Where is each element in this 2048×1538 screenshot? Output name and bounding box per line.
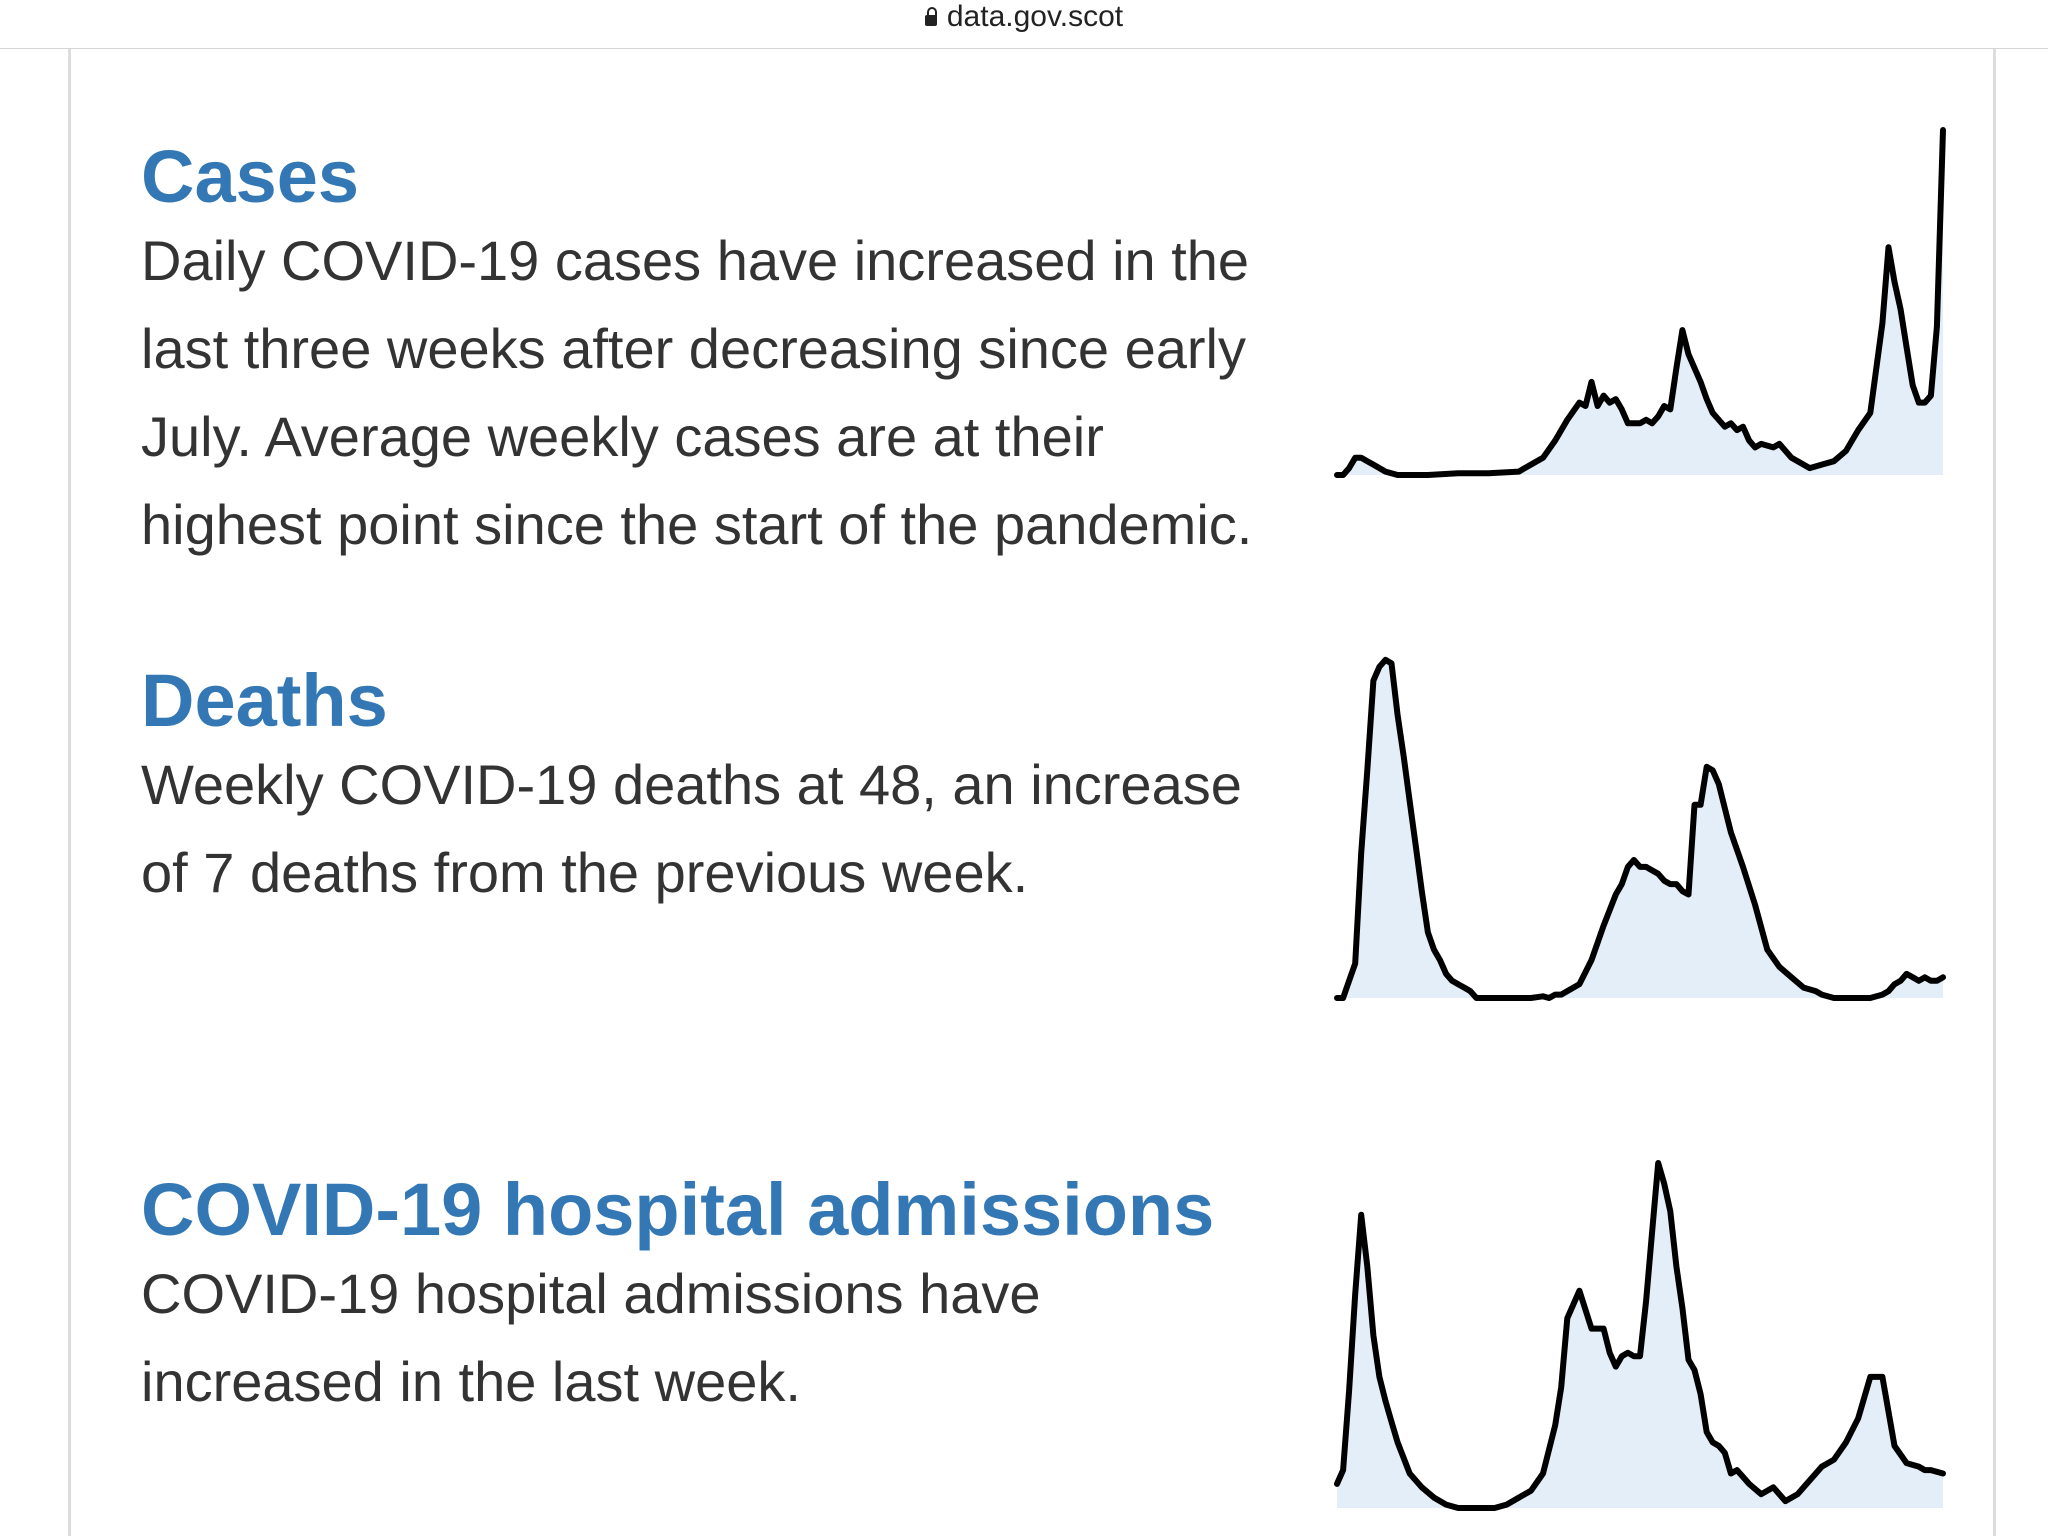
deaths-heading: Deaths bbox=[141, 659, 388, 742]
page-content: Cases Daily COVID-19 cases have increase… bbox=[68, 49, 1996, 1536]
deaths-line bbox=[1334, 656, 1946, 1001]
cases-sparkline bbox=[1334, 127, 1946, 478]
hospital-admissions-heading: COVID-19 hospital admissions bbox=[141, 1168, 1215, 1251]
hospital-admissions-area bbox=[1337, 1163, 1943, 1508]
deaths-sparkline bbox=[1334, 656, 1946, 1001]
lock-icon bbox=[924, 6, 937, 26]
deaths-description: Weekly COVID-19 deaths at 48, an increas… bbox=[141, 753, 1242, 904]
cases-section: Cases Daily COVID-19 cases have increase… bbox=[141, 137, 1261, 569]
hospital-admissions-line bbox=[1334, 1160, 1946, 1511]
hospital-admissions-sparkline bbox=[1334, 1160, 1946, 1511]
deaths-section: Deaths Weekly COVID-19 deaths at 48, an … bbox=[141, 661, 1261, 917]
cases-line bbox=[1334, 127, 1946, 478]
url-display[interactable]: data.gov.scot bbox=[0, 0, 2048, 34]
hospital-admissions-section: COVID-19 hospital admissions COVID-19 ho… bbox=[141, 1170, 1261, 1426]
deaths-area bbox=[1337, 659, 1943, 998]
cases-area bbox=[1337, 130, 1943, 475]
hospital-admissions-description: COVID-19 hospital admissions have increa… bbox=[141, 1262, 1041, 1413]
browser-address-bar[interactable]: data.gov.scot bbox=[0, 0, 2048, 49]
cases-description: Daily COVID-19 cases have increased in t… bbox=[141, 229, 1253, 556]
cases-heading: Cases bbox=[141, 135, 360, 218]
url-text: data.gov.scot bbox=[946, 0, 1124, 33]
